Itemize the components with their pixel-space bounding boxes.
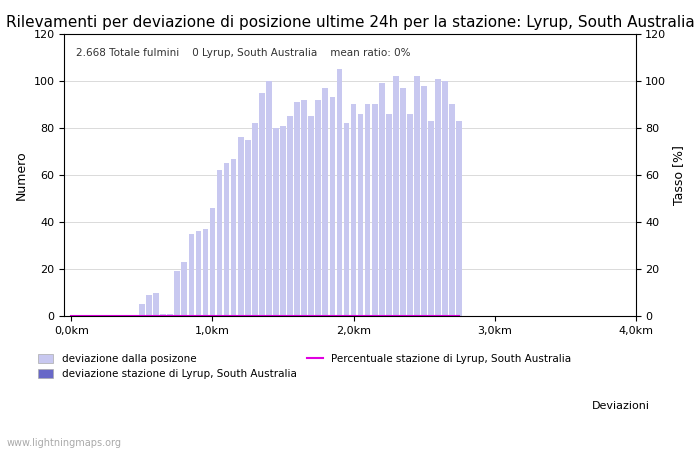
Bar	[210, 208, 216, 316]
Bar	[435, 79, 441, 316]
Bar	[379, 83, 384, 316]
Bar	[188, 234, 194, 316]
Bar	[273, 128, 279, 316]
Bar	[393, 76, 399, 316]
Bar	[139, 304, 145, 316]
Bar	[287, 116, 293, 316]
Bar	[238, 137, 244, 316]
Bar	[421, 86, 427, 316]
Bar	[181, 262, 187, 316]
Bar	[146, 295, 152, 316]
Bar	[153, 292, 159, 316]
Bar	[365, 104, 370, 316]
Bar	[337, 69, 342, 316]
Bar	[294, 102, 300, 316]
Bar	[316, 100, 321, 316]
Bar	[428, 121, 434, 316]
Bar	[449, 104, 455, 316]
Bar	[456, 121, 462, 316]
Y-axis label: Numero: Numero	[15, 150, 28, 200]
Bar	[252, 123, 258, 316]
Title: Rilevamenti per deviazione di posizione ultime 24h per la stazione: Lyrup, South: Rilevamenti per deviazione di posizione …	[6, 15, 694, 30]
Bar	[160, 314, 166, 316]
Bar	[323, 88, 328, 316]
Bar	[301, 100, 307, 316]
Text: 2.668 Totale fulmini    0 Lyrup, South Australia    mean ratio: 0%: 2.668 Totale fulmini 0 Lyrup, South Aust…	[76, 48, 410, 58]
Bar	[407, 114, 413, 316]
Bar	[386, 114, 391, 316]
Bar	[372, 104, 377, 316]
Bar	[358, 114, 363, 316]
Legend: deviazione dalla posizone, deviazione stazione di Lyrup, South Australia, Percen: deviazione dalla posizone, deviazione st…	[34, 350, 575, 383]
Bar	[231, 158, 237, 316]
Bar	[167, 314, 173, 316]
Bar	[224, 163, 230, 316]
Bar	[195, 231, 201, 316]
Bar	[351, 104, 356, 316]
Text: www.lightningmaps.org: www.lightningmaps.org	[7, 438, 122, 448]
Bar	[330, 98, 335, 316]
Bar	[245, 140, 251, 316]
Bar	[259, 93, 265, 316]
Bar	[280, 126, 286, 316]
Bar	[344, 123, 349, 316]
Bar	[400, 88, 406, 316]
Bar	[266, 81, 272, 316]
Bar	[174, 271, 180, 316]
Bar	[202, 229, 209, 316]
Text: Deviazioni: Deviazioni	[592, 401, 650, 411]
Bar	[442, 81, 448, 316]
Bar	[217, 171, 223, 316]
Bar	[414, 76, 420, 316]
Y-axis label: Tasso [%]: Tasso [%]	[672, 145, 685, 205]
Bar	[309, 116, 314, 316]
